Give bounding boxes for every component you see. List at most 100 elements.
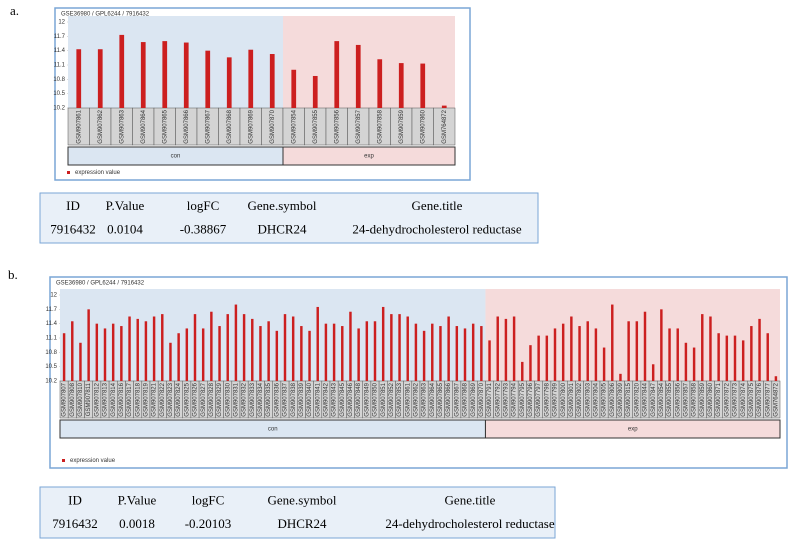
x-tick-label: GSM907813 [103,382,109,416]
bar [570,316,573,381]
x-tick-label: GSM907816 [119,382,125,416]
group-label: con [171,154,181,160]
table-frame [39,192,539,244]
x-tick-label: GSM907859 [399,109,405,143]
table-cell: DHCR24 [277,516,327,531]
x-tick-label: GSM907870 [479,382,485,416]
bar [441,105,447,108]
x-tick-label: GSM907840 [307,382,313,416]
bar [226,57,232,108]
x-tick-label: GSM907868 [227,109,233,143]
bar [226,314,229,381]
x-tick-label: GSM907805 [602,382,608,416]
bar [79,342,82,381]
x-tick-label: GSM907867 [454,382,460,416]
bar [365,321,369,381]
x-tick-label: GSM907800 [561,382,567,416]
x-tick-label: GSM907839 [299,382,305,416]
bar [193,314,197,381]
bar [676,328,679,381]
bar [504,318,508,381]
bar [205,50,211,108]
bar [201,328,205,381]
x-tick-label: GSM907815 [626,382,632,416]
bar [406,316,409,381]
x-tick-label: GSM907831 [233,382,239,416]
bar [183,42,189,108]
y-tick-label: 10.2 [45,379,57,385]
panel-label: b. [8,267,18,282]
bar [684,342,688,381]
bar [561,323,565,381]
bar [312,75,318,108]
x-tick-label: GSM907814 [111,382,117,416]
bar [95,323,99,381]
x-tick-label: GSM907852 [389,382,395,416]
group-background [60,289,486,381]
x-tick-label: GSM907866 [184,109,190,143]
bar [668,328,671,381]
y-tick-label: 10.8 [53,77,65,83]
bar [447,316,450,381]
table-cell: -0.20103 [185,516,232,531]
x-tick-label: GSM907861 [405,382,411,416]
x-tick-label: GSM907863 [119,109,125,143]
bar [709,316,712,381]
table-cell: 0.0104 [107,221,143,236]
bar [733,335,737,381]
table-header: Gene.symbol [268,492,337,507]
bar [291,69,297,108]
x-tick-label: GSM907849 [364,382,370,416]
x-tick-label: GSM907818 [135,382,141,416]
x-tick-label: GSM907869 [248,109,254,143]
y-tick-label: 11.7 [46,307,58,313]
x-tick-label: GSM907859 [700,382,706,416]
x-tick-label: GSM907864 [430,382,436,416]
bar [355,44,361,108]
x-tick-label: GSM907812 [94,382,100,416]
bar [62,333,66,381]
x-tick-label: GSM764872 [442,109,448,143]
bar [414,323,418,381]
table-header: ID [66,198,80,213]
x-tick-label: GSM907837 [283,382,289,416]
x-tick-label: GSM907834 [258,382,264,416]
x-tick-label: GSM907873 [733,382,739,416]
x-tick-label: GSM907810 [78,382,84,416]
x-tick-label: GSM907858 [377,109,383,143]
bar [390,314,393,381]
x-tick-label: GSM764872 [773,382,779,416]
bar [529,345,532,381]
bar [578,326,581,381]
bar [774,376,778,381]
bar [308,330,311,381]
bar [136,318,139,381]
bar [248,49,254,108]
bar [553,328,557,381]
legend-label: expression value [75,170,121,176]
table-cell: 7916432 [52,516,98,531]
bar [471,323,475,381]
bar [594,328,598,381]
x-tick-label: GSM907865 [162,109,168,143]
bar [259,326,262,381]
x-tick-label: GSM907853 [397,382,403,416]
bar [234,304,238,381]
x-tick-label: GSM907855 [667,382,673,416]
bar [766,333,769,381]
bar [87,309,90,381]
bar [488,340,491,381]
x-tick-label: GSM907842 [323,382,329,416]
chart-title: GSE36980 / GPL6244 / 7916432 [56,281,145,287]
x-tick-label: GSM907854 [291,109,297,143]
bar [341,326,344,381]
bar [398,314,401,381]
x-tick-label: GSM907803 [585,382,591,416]
bar [103,328,107,381]
bar [725,335,729,381]
x-tick-label: GSM907861 [76,109,82,143]
bar [218,326,221,381]
y-tick-label: 11.1 [46,336,58,342]
x-tick-label: GSM907848 [356,382,362,416]
group-label: exp [628,427,638,433]
